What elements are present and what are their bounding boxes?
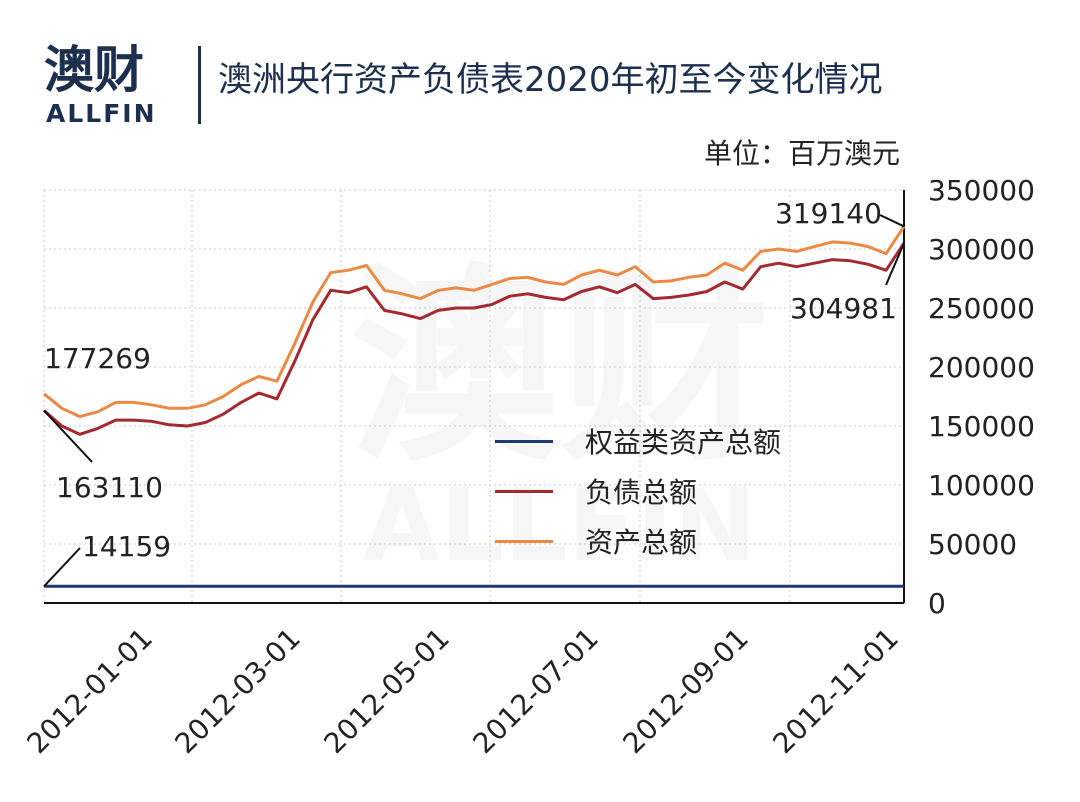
legend-label: 资产总额 <box>585 526 698 559</box>
x-tick-label: 2012-07-01 <box>467 622 605 760</box>
x-tick-label: 2012-03-01 <box>169 622 307 760</box>
annotation-label: 163110 <box>56 471 163 504</box>
logo-text: 澳财 <box>44 41 144 99</box>
annotation-label: 319140 <box>775 197 882 230</box>
x-tick-label: 2012-05-01 <box>318 622 456 760</box>
legend-swatch <box>495 539 553 543</box>
y-tick-label: 350000 <box>928 174 1035 207</box>
y-tick-label: 0 <box>928 587 946 620</box>
legend-swatch <box>495 439 553 443</box>
annotation-label: 14159 <box>82 530 171 563</box>
chart-title: 澳洲央行资产负债表2020年初至今变化情况 <box>218 60 883 100</box>
header-divider <box>198 46 201 124</box>
logo: 澳财 <box>44 40 144 100</box>
annotation-label: 177269 <box>44 342 151 375</box>
header: 澳财 ALLFIN 澳洲央行资产负债表2020年初至今变化情况 <box>0 0 1080 140</box>
y-tick-label: 250000 <box>928 292 1035 325</box>
y-tick-label: 300000 <box>928 233 1035 266</box>
series-line-2 <box>43 225 906 419</box>
x-tick-label: 2012-11-01 <box>767 622 905 760</box>
series-line-1 <box>43 242 906 436</box>
annotation-leader <box>879 214 905 228</box>
legend-label: 权益类资产总额 <box>585 426 782 459</box>
legend-swatch <box>495 489 553 493</box>
x-tick-label: 2012-09-01 <box>617 622 755 760</box>
y-tick-label: 200000 <box>928 351 1035 384</box>
annotation-label: 304981 <box>790 292 897 325</box>
annotation-leader <box>885 242 905 286</box>
x-tick-label: 2012-01-01 <box>21 622 159 760</box>
logo-subtitle: ALLFIN <box>46 99 157 128</box>
annotation-leader <box>43 547 81 587</box>
annotation-leader <box>43 409 93 463</box>
legend-item: 资产总额 <box>495 516 781 566</box>
y-tick-label: 50000 <box>928 528 1017 561</box>
y-tick-label: 100000 <box>928 469 1035 502</box>
legend: 权益类资产总额 负债总额资产总额 <box>495 416 781 566</box>
legend-item: 权益类资产总额 <box>495 416 781 466</box>
y-tick-label: 150000 <box>928 410 1035 443</box>
unit-label: 单位：百万澳元 <box>703 137 900 170</box>
legend-label: 负债总额 <box>585 476 698 509</box>
legend-item: 负债总额 <box>495 466 781 516</box>
